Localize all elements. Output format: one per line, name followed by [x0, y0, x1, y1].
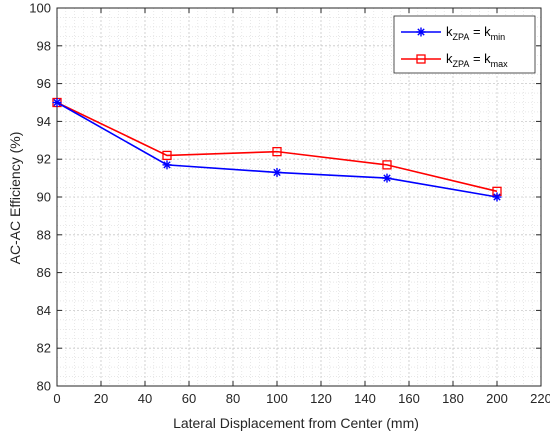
y-axis-label: AC-AC Efficiency (%)	[7, 132, 23, 265]
x-tick-label: 140	[354, 391, 376, 406]
legend-marker	[416, 27, 426, 37]
asterisk-stroke	[417, 28, 425, 36]
asterisk-stroke	[273, 168, 281, 177]
asterisk-stroke	[383, 174, 391, 182]
x-axis-label: Lateral Displacement from Center (mm)	[173, 415, 419, 431]
legend-marker	[416, 54, 426, 64]
y-tick-label: 96	[37, 76, 51, 91]
y-tick-label: 86	[37, 265, 51, 280]
minor-grid	[57, 8, 541, 386]
x-tick-label: 60	[182, 391, 196, 406]
x-tick-label: 120	[310, 391, 332, 406]
data-point	[382, 160, 392, 170]
x-tick-label: 220	[530, 391, 550, 406]
data-point	[162, 150, 172, 161]
asterisk-stroke	[53, 98, 61, 107]
y-tick-label: 80	[37, 379, 51, 394]
data-point	[272, 167, 282, 177]
y-tick-label: 98	[37, 38, 51, 53]
y-tick-label: 92	[37, 152, 51, 167]
major-grid	[57, 8, 541, 386]
asterisk-stroke	[493, 193, 501, 201]
legend-entry-1: kZPA = kmin	[401, 24, 505, 42]
x-tick-label: 200	[486, 391, 508, 406]
x-tick-label: 0	[53, 391, 60, 406]
asterisk-stroke	[163, 161, 171, 169]
x-tick-label: 40	[138, 391, 152, 406]
series-line	[56, 101, 498, 193]
series-layer	[52, 97, 502, 202]
legend-label: kZPA = kmin	[446, 24, 505, 42]
x-axis-ticks: 0 20 40 60 80 100 120 140 160 180 200 220	[53, 8, 550, 406]
y-tick-label: 100	[29, 1, 51, 16]
series-1	[52, 98, 502, 202]
y-axis-ticks: 80 82 84 86 88 90 92 94 96 98 100	[29, 1, 541, 394]
data-point	[272, 146, 282, 157]
x-tick-label: 80	[226, 391, 240, 406]
x-tick-label: 100	[266, 391, 288, 406]
data-point	[162, 160, 172, 170]
x-tick-label: 20	[94, 391, 108, 406]
data-point	[52, 98, 62, 107]
data-point	[492, 192, 502, 202]
x-tick-label: 180	[442, 391, 464, 406]
legend-label: kZPA = kmax	[446, 51, 508, 69]
y-tick-label: 90	[37, 190, 51, 205]
y-tick-label: 82	[37, 341, 51, 356]
y-tick-label: 84	[37, 303, 51, 318]
x-tick-label: 160	[398, 391, 420, 406]
y-tick-label: 94	[37, 114, 51, 129]
y-tick-label: 88	[37, 227, 51, 242]
data-point	[382, 173, 392, 183]
legend: kZPA = kmin kZPA = kmax	[393, 15, 536, 74]
legend-entry-2: kZPA = kmax	[401, 51, 508, 69]
